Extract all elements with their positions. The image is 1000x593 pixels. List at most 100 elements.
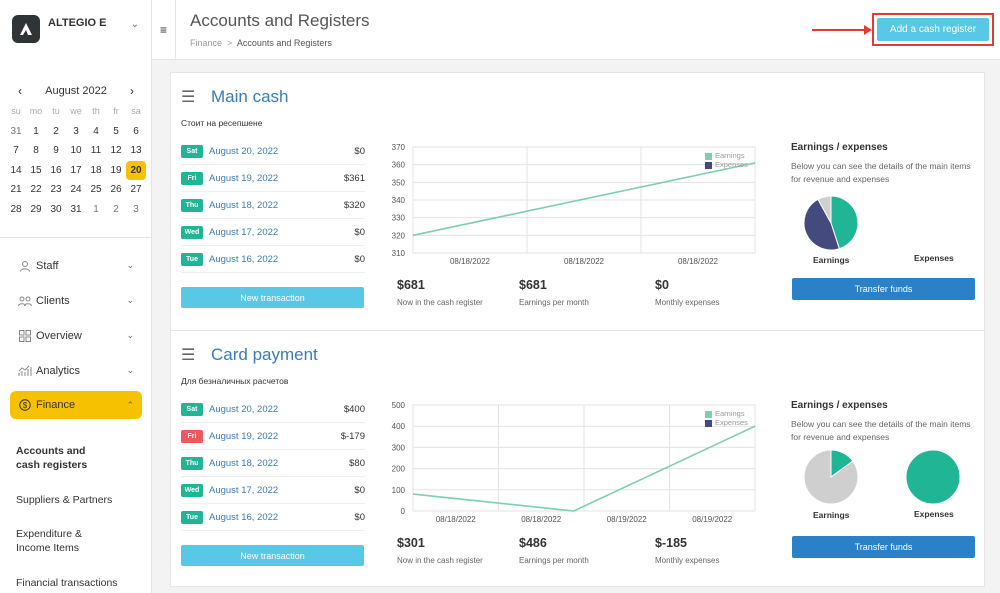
calendar-day[interactable]: 17: [70, 164, 82, 176]
sidebar-subitem-transactions[interactable]: Financial transactions: [16, 577, 118, 589]
calendar-day[interactable]: 25: [90, 184, 102, 196]
stat-block: $681 Now in the cash register: [397, 278, 483, 307]
transaction-date-link[interactable]: August 19, 2022: [209, 172, 279, 184]
calendar-day[interactable]: 3: [133, 203, 139, 215]
y-tick-label: 320: [392, 231, 406, 240]
calendar-day[interactable]: 24: [70, 184, 82, 196]
list-item[interactable]: Sat August 20, 2022 $0: [181, 138, 365, 165]
calendar-day[interactable]: 14: [10, 164, 22, 176]
calendar-day[interactable]: 31: [10, 125, 22, 137]
calendar-day[interactable]: 21: [10, 184, 22, 196]
sidebar-subitem-suppliers[interactable]: Suppliers & Partners: [16, 494, 113, 506]
y-tick-label: 500: [392, 401, 406, 410]
sidebar-item-overview[interactable]: Overview ⌄: [0, 318, 152, 353]
sidebar-item-clients[interactable]: Clients ⌄: [0, 283, 152, 318]
calendar-day[interactable]: 31: [70, 203, 82, 215]
new-transaction-button[interactable]: New transaction: [181, 287, 364, 308]
stat-value: $301: [397, 536, 425, 550]
transactions-list: Sat August 20, 2022 $0 Fri August 19, 2022 $3…: [181, 138, 365, 273]
calendar-day-selected[interactable]: 20: [126, 160, 146, 181]
transaction-amount: $0: [354, 145, 365, 157]
earnings-pie: [803, 195, 859, 251]
calendar-day[interactable]: 4: [93, 125, 99, 137]
transfer-funds-button[interactable]: Transfer funds: [792, 278, 975, 300]
calendar-day[interactable]: 26: [110, 184, 122, 196]
calendar-day[interactable]: 23: [50, 184, 62, 196]
calendar-day[interactable]: 29: [30, 203, 42, 215]
transaction-date-link[interactable]: August 19, 2022: [209, 430, 279, 442]
balance-chart: 310 320 330 340 350 360 370 08/18/2022 08/18/202…: [379, 141, 761, 266]
list-item[interactable]: Tue August 16, 2022 $0: [181, 246, 365, 273]
list-item[interactable]: Wed August 17, 2022 $0: [181, 477, 365, 504]
transaction-date-link[interactable]: August 18, 2022: [209, 457, 279, 469]
calendar-day[interactable]: 10: [70, 145, 82, 157]
calendar-day[interactable]: 8: [33, 145, 39, 157]
x-tick-label: 08/18/2022: [521, 515, 562, 524]
add-cash-register-button[interactable]: Add a cash register: [877, 18, 989, 41]
y-tick-label: 360: [392, 161, 406, 170]
new-transaction-button[interactable]: New transaction: [181, 545, 364, 566]
sidebar-item-staff[interactable]: Staff ⌄: [0, 248, 152, 283]
calendar-day[interactable]: 27: [130, 184, 142, 196]
mini-calendar: ‹ August 2022 › su mo tu we th fr sa 31 1 2 3 4 5 6 7 8…: [0, 80, 152, 220]
calendar-day[interactable]: 12: [110, 145, 122, 157]
prev-month-button[interactable]: ‹: [18, 84, 22, 98]
calendar-day[interactable]: 2: [53, 125, 59, 137]
calendar-day[interactable]: 19: [110, 164, 122, 176]
list-item[interactable]: Thu August 18, 2022 $80: [181, 450, 365, 477]
calendar-day[interactable]: 1: [93, 203, 99, 215]
sidebar-item-finance[interactable]: $ Finance ⌃: [10, 391, 142, 419]
sidebar-subitem-expenditure[interactable]: Expenditure & Income Items: [16, 528, 82, 554]
chevron-up-icon: ⌃: [126, 399, 134, 410]
transaction-date-link[interactable]: August 17, 2022: [209, 226, 279, 238]
calendar-day[interactable]: 2: [113, 203, 119, 215]
list-item[interactable]: Fri August 19, 2022 $361: [181, 165, 365, 192]
stat-block: $-185 Monthly expenses: [655, 536, 719, 565]
transfer-funds-button[interactable]: Transfer funds: [792, 536, 975, 558]
list-item[interactable]: Tue August 16, 2022 $0: [181, 504, 365, 531]
calendar-day[interactable]: 16: [50, 164, 62, 176]
earnings-expenses-title: Earnings / expenses: [791, 142, 888, 153]
menu-lines-icon[interactable]: ☰: [181, 347, 196, 364]
menu-lines-icon[interactable]: ☰: [181, 89, 196, 106]
sidebar-item-analytics[interactable]: Analytics ⌄: [0, 353, 152, 388]
calendar-day[interactable]: 28: [10, 203, 22, 215]
weekday-label: sa: [131, 106, 141, 116]
calendar-day[interactable]: 5: [113, 125, 119, 137]
weekday-label: fr: [113, 106, 119, 116]
register-name[interactable]: Main cash: [211, 87, 289, 106]
list-item[interactable]: Thu August 18, 2022 $320: [181, 192, 365, 219]
calendar-day[interactable]: 15: [30, 164, 42, 176]
calendar-day[interactable]: 9: [53, 145, 59, 157]
next-month-button[interactable]: ›: [130, 84, 134, 98]
transaction-date-link[interactable]: August 20, 2022: [209, 145, 279, 157]
brand-switcher[interactable]: ALTEGIO E ⌄: [0, 0, 151, 58]
calendar-day[interactable]: 13: [130, 145, 142, 157]
list-item[interactable]: Fri August 19, 2022 $-179: [181, 423, 365, 450]
pie-slice: [803, 449, 859, 505]
chevron-down-icon[interactable]: ⌄: [130, 18, 139, 30]
transaction-date-link[interactable]: August 20, 2022: [209, 403, 279, 415]
earnings-expenses-description: Below you can see the details of the mai…: [791, 161, 971, 184]
calendar-day[interactable]: 7: [13, 145, 19, 157]
sidebar-subitem-accounts[interactable]: Accounts and cash registers: [16, 445, 88, 471]
menu-toggle-icon[interactable]: ≡: [152, 0, 176, 60]
transaction-date-link[interactable]: August 17, 2022: [209, 484, 279, 496]
calendar-day[interactable]: 1: [33, 125, 39, 137]
calendar-day[interactable]: 3: [73, 125, 79, 137]
register-name[interactable]: Card payment: [211, 345, 318, 364]
transaction-date-link[interactable]: August 16, 2022: [209, 511, 279, 523]
list-item[interactable]: Sat August 20, 2022 $400: [181, 396, 365, 423]
stat-label: Monthly expenses: [655, 298, 720, 307]
calendar-day[interactable]: 11: [90, 145, 102, 157]
transaction-date-link[interactable]: August 18, 2022: [209, 199, 279, 211]
calendar-day[interactable]: 6: [133, 125, 139, 137]
expenses-label: Expenses: [914, 509, 954, 519]
list-item[interactable]: Wed August 17, 2022 $0: [181, 219, 365, 246]
calendar-day[interactable]: 22: [30, 184, 42, 196]
calendar-day[interactable]: 30: [50, 203, 62, 215]
breadcrumb-finance[interactable]: Finance: [190, 38, 223, 48]
stat-block: $0 Monthly expenses: [655, 278, 719, 307]
transaction-date-link[interactable]: August 16, 2022: [209, 253, 279, 265]
calendar-day[interactable]: 18: [90, 164, 102, 176]
